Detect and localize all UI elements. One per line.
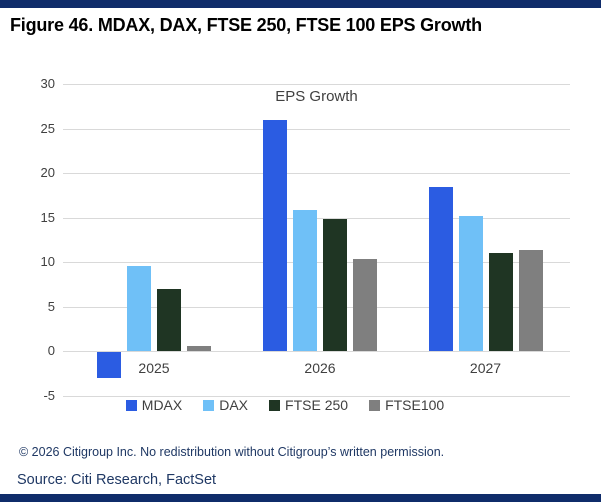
bar-dax-2026 (293, 210, 317, 351)
source-attribution: Source: Citi Research, FactSet (17, 472, 217, 488)
bottom-accent-bar (0, 494, 601, 502)
legend-label: FTSE 250 (285, 397, 349, 413)
bar-ftse250-2026 (323, 219, 347, 351)
y-axis-tick-label: 5 (47, 298, 55, 314)
copyright-notice: © 2026 Citigroup Inc. No redistribution … (19, 445, 445, 459)
x-axis-label-2026: 2026 (304, 360, 336, 376)
bar-ftse100-2027 (518, 250, 543, 351)
legend-label: FTSE100 (385, 397, 445, 413)
bar-mdax-2025 (97, 352, 121, 378)
bar-dax-2027 (458, 215, 483, 351)
bar-dax-2025 (127, 266, 151, 351)
legend-item-mdax: MDAX (125, 397, 183, 413)
bar-mdax-2027 (428, 187, 453, 351)
chart-legend: MDAX DAX FTSE 250 FTSE100 (30, 396, 540, 414)
bar-ftse250-2027 (488, 253, 513, 351)
x-axis-label-2025: 2025 (138, 360, 170, 376)
gridline-0 (63, 351, 570, 352)
legend-label: MDAX (141, 397, 183, 413)
top-accent-bar (0, 0, 601, 8)
y-axis-tick-label: 25 (40, 120, 55, 136)
y-axis-tick-label: 0 (47, 343, 55, 358)
legend-label: DAX (219, 397, 249, 413)
y-axis-tick-label: 15 (40, 209, 55, 225)
gridline-30 (63, 84, 570, 85)
legend-swatch-icon (369, 399, 381, 411)
y-axis-tick-label: 10 (40, 254, 55, 269)
legend-item-ftse250: FTSE 250 (269, 397, 348, 413)
chart-title: EPS Growth (275, 88, 358, 105)
y-axis-tick-label: -5 (43, 387, 55, 403)
legend-swatch-icon (269, 399, 281, 411)
bar-ftse100-2026 (353, 259, 377, 351)
y-axis-tick-label: 30 (40, 76, 55, 91)
legend-swatch-icon (125, 399, 137, 411)
y-axis-tick-label: 20 (40, 165, 55, 180)
bar-mdax-2026 (263, 120, 287, 351)
bar-ftse100-2025 (187, 345, 211, 351)
figure-title: Figure 46. MDAX, DAX, FTSE 250, FTSE 100… (10, 15, 482, 35)
x-axis-label-2027: 2027 (469, 360, 502, 376)
gridline-25 (63, 128, 570, 130)
bar-ftse250-2025 (157, 288, 181, 351)
legend-item-ftse100: FTSE100 (369, 397, 444, 413)
legend-swatch-icon (203, 399, 215, 411)
gridline--5 (63, 395, 570, 397)
legend-item-dax: DAX (203, 397, 248, 413)
gridline-20 (63, 173, 570, 174)
